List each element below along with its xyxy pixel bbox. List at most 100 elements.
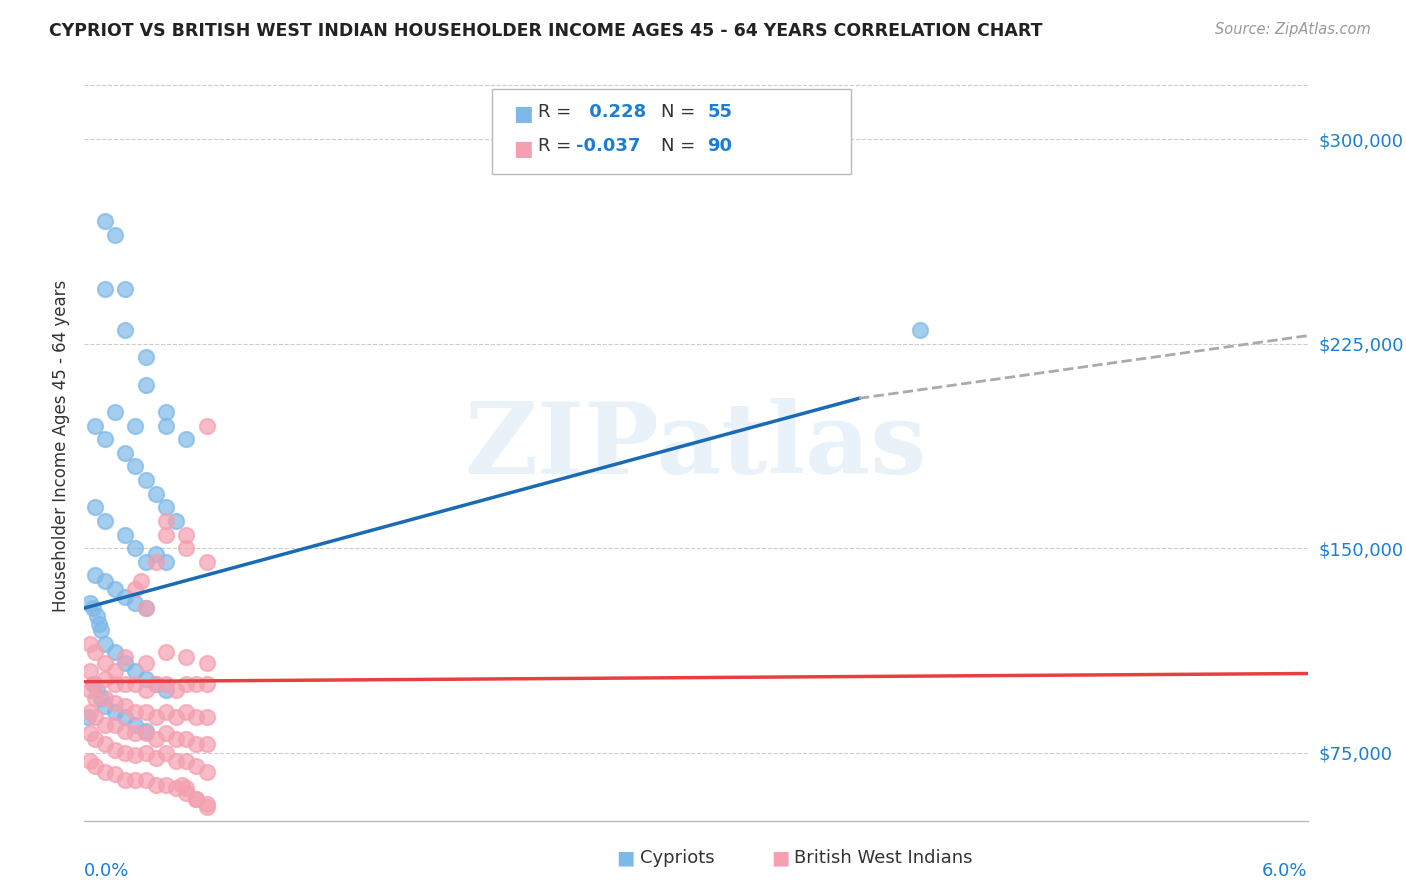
Point: [165, 780, 187, 795]
Point: [145, 677, 167, 691]
Point: [165, 731, 187, 746]
Point: [114, 677, 136, 691]
Point: [104, 677, 127, 691]
Point: [82, 601, 104, 615]
Text: ■: ■: [513, 104, 533, 124]
Point: [145, 547, 167, 561]
Point: [145, 751, 167, 765]
Point: [176, 677, 198, 691]
Point: [114, 710, 136, 724]
Point: [155, 514, 177, 528]
Point: [93, 656, 117, 670]
Point: [165, 754, 187, 768]
Point: [186, 710, 208, 724]
Point: [104, 718, 127, 732]
Text: Source: ZipAtlas.com: Source: ZipAtlas.com: [1215, 22, 1371, 37]
Text: 0.228: 0.228: [583, 103, 647, 120]
Text: 6.0%: 6.0%: [1263, 863, 1308, 880]
Point: [124, 582, 146, 596]
Point: [77, 710, 100, 724]
Point: [135, 682, 157, 697]
Point: [165, 682, 187, 697]
Point: [155, 500, 177, 515]
Point: [155, 645, 177, 659]
Y-axis label: Householder Income Ages 45 - 64 years: Householder Income Ages 45 - 64 years: [52, 280, 70, 612]
Point: [79, 705, 101, 719]
Point: [124, 726, 146, 740]
Point: [195, 710, 218, 724]
Point: [104, 743, 127, 757]
Point: [93, 214, 117, 228]
Point: [172, 778, 194, 792]
Point: [135, 601, 157, 615]
Point: [155, 705, 177, 719]
Point: [114, 656, 136, 670]
Point: [83, 677, 105, 691]
Point: [114, 772, 136, 787]
Point: [124, 596, 146, 610]
Point: [93, 718, 117, 732]
Point: [155, 677, 177, 691]
Point: [104, 645, 127, 659]
Point: [79, 726, 101, 740]
Point: [195, 677, 218, 691]
Text: CYPRIOT VS BRITISH WEST INDIAN HOUSEHOLDER INCOME AGES 45 - 64 YEARS CORRELATION: CYPRIOT VS BRITISH WEST INDIAN HOUSEHOLD…: [49, 22, 1043, 40]
Point: [135, 601, 157, 615]
Point: [131, 574, 153, 588]
Point: [135, 726, 157, 740]
Point: [114, 699, 136, 714]
Point: [135, 672, 157, 686]
Point: [114, 446, 136, 460]
Point: [124, 705, 146, 719]
Point: [176, 705, 198, 719]
Point: [155, 418, 177, 433]
Point: [176, 780, 198, 795]
Point: [186, 759, 208, 773]
Point: [145, 778, 167, 792]
Point: [135, 473, 157, 487]
Point: [104, 697, 127, 711]
Point: [93, 672, 117, 686]
Point: [155, 778, 177, 792]
Text: ■: ■: [616, 848, 636, 867]
Text: 55: 55: [707, 103, 733, 120]
Point: [114, 650, 136, 665]
Point: [114, 723, 136, 738]
Point: [195, 797, 218, 812]
Point: [124, 677, 146, 691]
Point: [104, 705, 127, 719]
Point: [135, 351, 157, 365]
Point: [186, 677, 208, 691]
Point: [176, 541, 198, 556]
Text: R =: R =: [538, 137, 578, 155]
Point: [93, 432, 117, 446]
Point: [135, 772, 157, 787]
Point: [155, 682, 177, 697]
Point: [155, 726, 177, 740]
Point: [93, 282, 117, 296]
Text: R =: R =: [538, 103, 578, 120]
Point: [155, 746, 177, 760]
Point: [155, 527, 177, 541]
Point: [114, 591, 136, 605]
Point: [135, 723, 157, 738]
Point: [83, 759, 105, 773]
Point: [176, 527, 198, 541]
Point: [195, 800, 218, 814]
Point: [145, 486, 167, 500]
Point: [135, 377, 157, 392]
Point: [104, 405, 127, 419]
Point: [79, 636, 101, 650]
Point: [79, 682, 101, 697]
Point: [135, 746, 157, 760]
Text: ■: ■: [770, 848, 790, 867]
Point: [83, 500, 105, 515]
Point: [176, 754, 198, 768]
Point: [195, 737, 218, 751]
Point: [155, 405, 177, 419]
Point: [145, 731, 167, 746]
Point: [93, 764, 117, 779]
Point: [176, 432, 198, 446]
Point: [90, 691, 112, 706]
Point: [186, 792, 208, 806]
